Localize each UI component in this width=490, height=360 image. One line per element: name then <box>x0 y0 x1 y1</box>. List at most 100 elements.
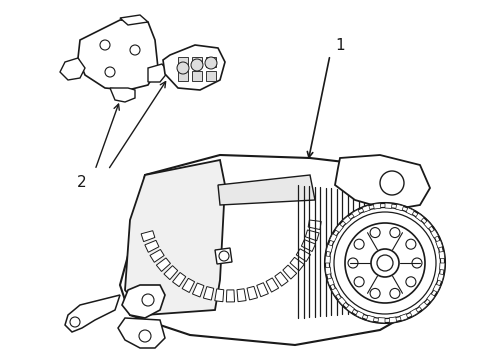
Polygon shape <box>122 285 165 318</box>
Text: 2: 2 <box>77 175 87 189</box>
Polygon shape <box>163 45 225 90</box>
Polygon shape <box>78 20 158 90</box>
Polygon shape <box>410 309 418 316</box>
Polygon shape <box>290 257 304 271</box>
Polygon shape <box>257 283 269 297</box>
Polygon shape <box>110 88 135 102</box>
Ellipse shape <box>325 203 445 323</box>
Circle shape <box>380 171 404 195</box>
Polygon shape <box>192 71 202 81</box>
Polygon shape <box>406 208 415 215</box>
Polygon shape <box>65 295 120 332</box>
Polygon shape <box>325 267 331 275</box>
Circle shape <box>205 57 217 69</box>
Ellipse shape <box>345 223 425 303</box>
Polygon shape <box>178 71 188 81</box>
Ellipse shape <box>354 277 364 287</box>
Polygon shape <box>182 278 195 292</box>
Polygon shape <box>125 160 225 315</box>
Polygon shape <box>419 302 427 310</box>
Polygon shape <box>436 240 443 248</box>
Ellipse shape <box>377 255 393 271</box>
Circle shape <box>130 45 140 55</box>
Polygon shape <box>193 283 204 297</box>
Polygon shape <box>215 289 224 302</box>
Polygon shape <box>356 311 364 319</box>
Polygon shape <box>206 71 216 81</box>
Polygon shape <box>400 314 408 321</box>
Polygon shape <box>218 175 315 205</box>
Polygon shape <box>120 15 148 25</box>
Polygon shape <box>439 251 445 259</box>
Polygon shape <box>145 240 159 252</box>
Ellipse shape <box>348 258 358 268</box>
Ellipse shape <box>390 228 400 238</box>
Ellipse shape <box>371 249 399 277</box>
Polygon shape <box>326 244 333 252</box>
Polygon shape <box>338 297 346 305</box>
Ellipse shape <box>370 288 380 298</box>
Polygon shape <box>226 290 235 302</box>
Polygon shape <box>148 64 168 82</box>
Circle shape <box>191 59 203 71</box>
Polygon shape <box>178 57 188 67</box>
Polygon shape <box>396 204 404 211</box>
Polygon shape <box>373 203 381 209</box>
Ellipse shape <box>412 258 422 268</box>
Circle shape <box>70 317 80 327</box>
Polygon shape <box>305 230 319 241</box>
Ellipse shape <box>406 277 416 287</box>
Polygon shape <box>343 216 351 224</box>
Polygon shape <box>385 203 392 208</box>
Polygon shape <box>301 240 316 252</box>
Circle shape <box>139 330 151 342</box>
Polygon shape <box>308 220 321 230</box>
Polygon shape <box>437 274 444 282</box>
Polygon shape <box>156 258 171 271</box>
Polygon shape <box>296 249 311 262</box>
Ellipse shape <box>390 288 400 298</box>
Polygon shape <box>352 210 360 217</box>
Polygon shape <box>172 273 186 287</box>
Polygon shape <box>431 230 439 238</box>
Polygon shape <box>390 317 397 323</box>
Polygon shape <box>275 272 288 286</box>
Polygon shape <box>335 155 430 210</box>
Polygon shape <box>424 221 432 229</box>
Ellipse shape <box>370 228 380 238</box>
Polygon shape <box>367 315 374 322</box>
Text: 1: 1 <box>335 37 345 53</box>
Polygon shape <box>346 305 354 313</box>
Polygon shape <box>203 287 214 300</box>
Polygon shape <box>118 318 165 348</box>
Circle shape <box>142 294 154 306</box>
Polygon shape <box>427 293 435 302</box>
Polygon shape <box>416 213 424 221</box>
Circle shape <box>100 40 110 50</box>
Polygon shape <box>60 58 85 80</box>
Circle shape <box>177 62 189 74</box>
Ellipse shape <box>406 239 416 249</box>
Circle shape <box>105 67 115 77</box>
Polygon shape <box>433 284 441 292</box>
Ellipse shape <box>354 239 364 249</box>
Polygon shape <box>206 57 216 67</box>
Polygon shape <box>215 248 232 264</box>
Polygon shape <box>440 263 445 270</box>
Polygon shape <box>325 256 330 263</box>
Polygon shape <box>330 234 337 242</box>
Polygon shape <box>335 224 343 233</box>
Polygon shape <box>362 205 370 212</box>
Polygon shape <box>120 155 435 345</box>
Polygon shape <box>332 288 339 296</box>
Polygon shape <box>283 265 296 279</box>
Polygon shape <box>266 278 279 292</box>
Polygon shape <box>378 318 385 323</box>
Polygon shape <box>247 286 257 300</box>
Polygon shape <box>237 289 246 302</box>
Polygon shape <box>327 278 334 286</box>
Polygon shape <box>150 249 164 262</box>
Polygon shape <box>141 231 155 242</box>
Polygon shape <box>164 266 178 280</box>
Circle shape <box>219 251 229 261</box>
